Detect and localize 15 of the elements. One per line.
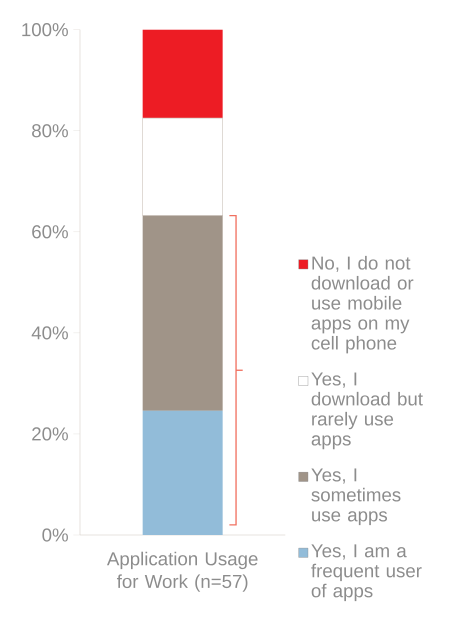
bar [142, 30, 223, 118]
bar [142, 118, 223, 216]
x-tick-label: Application Usage for Work (n=57) [106, 552, 258, 592]
y-tick-label: 0% [42, 528, 68, 542]
y-tick-label: 40% [32, 326, 68, 340]
bar [142, 216, 223, 411]
y-tick-label: 80% [32, 124, 68, 138]
legend-label: Yes, I download but rarely use apps [311, 372, 423, 450]
y-tick-label: 20% [32, 427, 68, 441]
legend-label: No, I do not download or use mobile apps on my cell phone [312, 256, 414, 354]
legend-label: Yes, I am a frequent user of apps [311, 544, 422, 602]
text: Yes, I sometimes use apps [311, 468, 400, 526]
bar [142, 410, 223, 535]
y-tick-label: 60% [32, 225, 68, 238]
y-tick-label: 100% [22, 23, 68, 36]
